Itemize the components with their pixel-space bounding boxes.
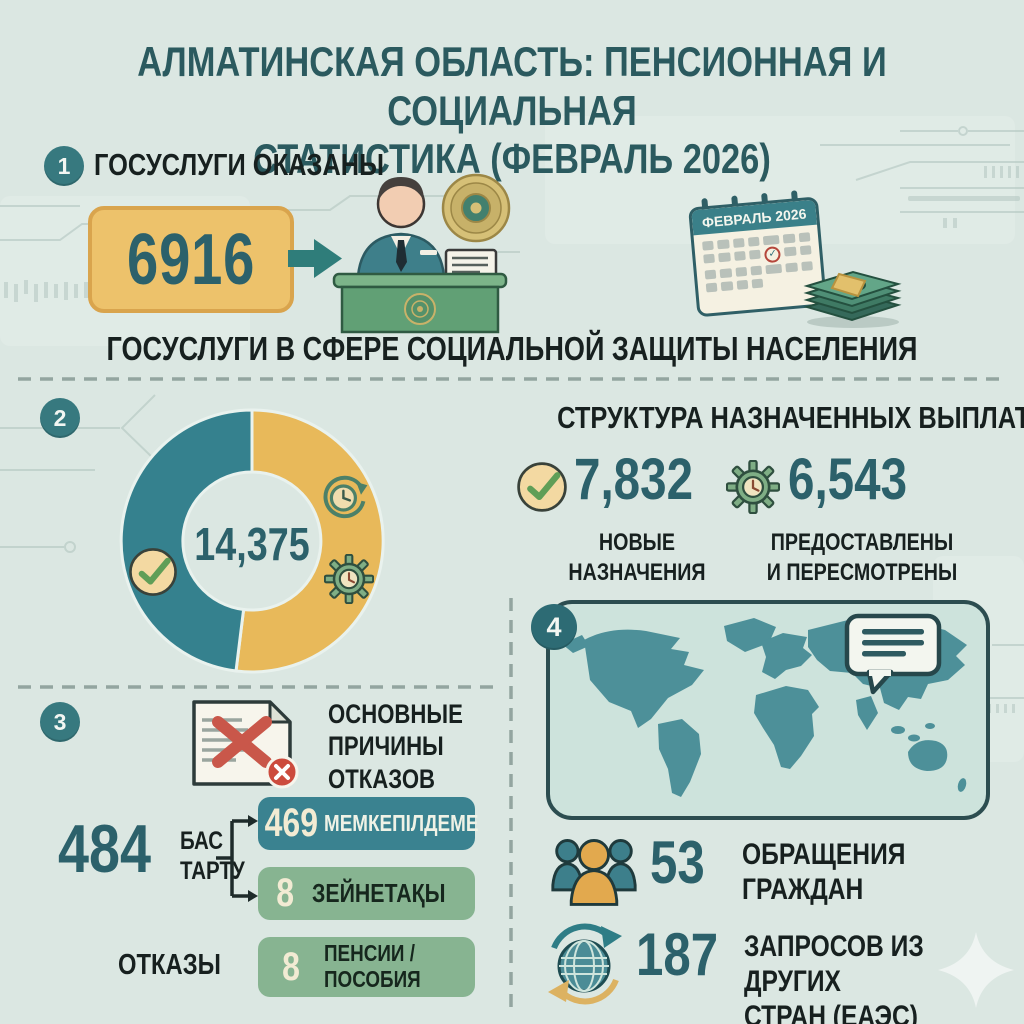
refusal-bar-value: 8 xyxy=(276,871,295,915)
check-circle-icon xyxy=(129,548,177,596)
refusal-reasons-heading: ОСНОВНЫЕ ПРИЧИНЫ ОТКАЗОВ xyxy=(328,699,463,794)
donut-slice-new xyxy=(119,408,254,673)
bracket-connector xyxy=(216,815,258,902)
new-assignments-value: 7,832 xyxy=(574,447,694,512)
payments-donut-chart xyxy=(119,408,385,674)
page-title: АЛМАТИНСКАЯ ОБЛАСТЬ: ПЕНСИОННАЯ И СОЦИАЛ… xyxy=(92,38,932,184)
section-2-heading: СТРУКТУРА НАЗНАЧЕННЫХ ВЫПЛАТ xyxy=(557,400,1024,435)
refusals-footer-label: ОТКАЗЫ xyxy=(118,949,221,981)
donut-slice-provided xyxy=(234,408,385,674)
section-1-caption: ГОСУСЛУГИ В СФЕРЕ СОЦИАЛЬНОЙ ЗАЩИТЫ НАСЕ… xyxy=(106,330,918,367)
state-emblem-icon xyxy=(441,173,511,243)
refusals-total-value: 484 xyxy=(58,811,152,887)
section-3-badge: 3 xyxy=(40,702,80,742)
section-1-badge: 1 xyxy=(44,146,84,186)
people-group-icon xyxy=(551,839,637,906)
section-1-heading: ГОСУСЛУГИ ОКАЗАНЫ xyxy=(94,147,384,182)
document-rejected-icon xyxy=(192,700,299,789)
refusal-bar-pensions: 8 ПЕНСИИ / ПОСОБИЯ xyxy=(258,937,475,997)
services-count-box: 6916 xyxy=(88,206,294,313)
refusal-bar-label: ПЕНСИИ / ПОСОБИЯ xyxy=(324,940,421,992)
arrow-right-icon xyxy=(288,239,342,278)
provided-reviewed-label: ПРЕДОСТАВЛЕНЫ И ПЕРЕСМОТРЕНЫ xyxy=(766,529,958,586)
globe-exchange-icon xyxy=(548,923,622,1005)
section-4-badge: 4 xyxy=(531,604,577,650)
new-assignments-label: НОВЫЕ НАЗНАЧЕНИЯ xyxy=(568,529,706,586)
section-2-badge: 2 xyxy=(40,398,80,438)
money-stack-icon xyxy=(803,270,902,328)
provided-reviewed-value: 6,543 xyxy=(788,447,908,512)
watermark-star xyxy=(938,932,1014,1008)
refusal-bar-label: ЗЕЙНЕТАҚЫ xyxy=(312,878,446,908)
citizen-appeals-value: 53 xyxy=(650,829,705,896)
foreign-requests-label: ЗАПРОСОВ ИЗ ДРУГИХ СТРАН (ЕАЭС) xyxy=(744,930,924,1024)
refusals-total-label: БАС ТАРТУ xyxy=(180,827,245,885)
donut-total-value: 14,375 xyxy=(194,518,310,570)
speech-bubble-icon xyxy=(844,613,942,695)
check-circle-icon xyxy=(517,462,567,512)
calendar-checked-date: ✓ xyxy=(764,245,782,264)
gear-clock-icon xyxy=(726,460,780,514)
page-title-line1: АЛМАТИНСКАЯ ОБЛАСТЬ: ПЕНСИОННАЯ И СОЦИАЛ… xyxy=(137,38,887,134)
gear-clock-icon xyxy=(324,554,374,604)
page-title-line2: СТАТИСТИКА (ФЕВРАЛЬ 2026) xyxy=(253,135,771,183)
refusal-bar-zeinetaky: 8 ЗЕЙНЕТАҚЫ xyxy=(258,867,475,920)
refusal-bar-value: 8 xyxy=(282,944,300,989)
refusal-bar-value: 469 xyxy=(264,801,318,845)
refusal-bar-label: МЕМКЕПІЛДЕМЕ xyxy=(324,810,479,836)
foreign-requests-value: 187 xyxy=(636,921,719,988)
services-count-value: 6916 xyxy=(126,219,256,300)
citizen-appeals-label: ОБРАЩЕНИЯ ГРАЖДАН xyxy=(742,838,906,906)
refresh-clock-icon xyxy=(323,475,368,519)
official-desk-icon xyxy=(332,173,511,334)
refusal-bar-memkepildeme: 469 МЕМКЕПІЛДЕМЕ xyxy=(258,797,479,850)
